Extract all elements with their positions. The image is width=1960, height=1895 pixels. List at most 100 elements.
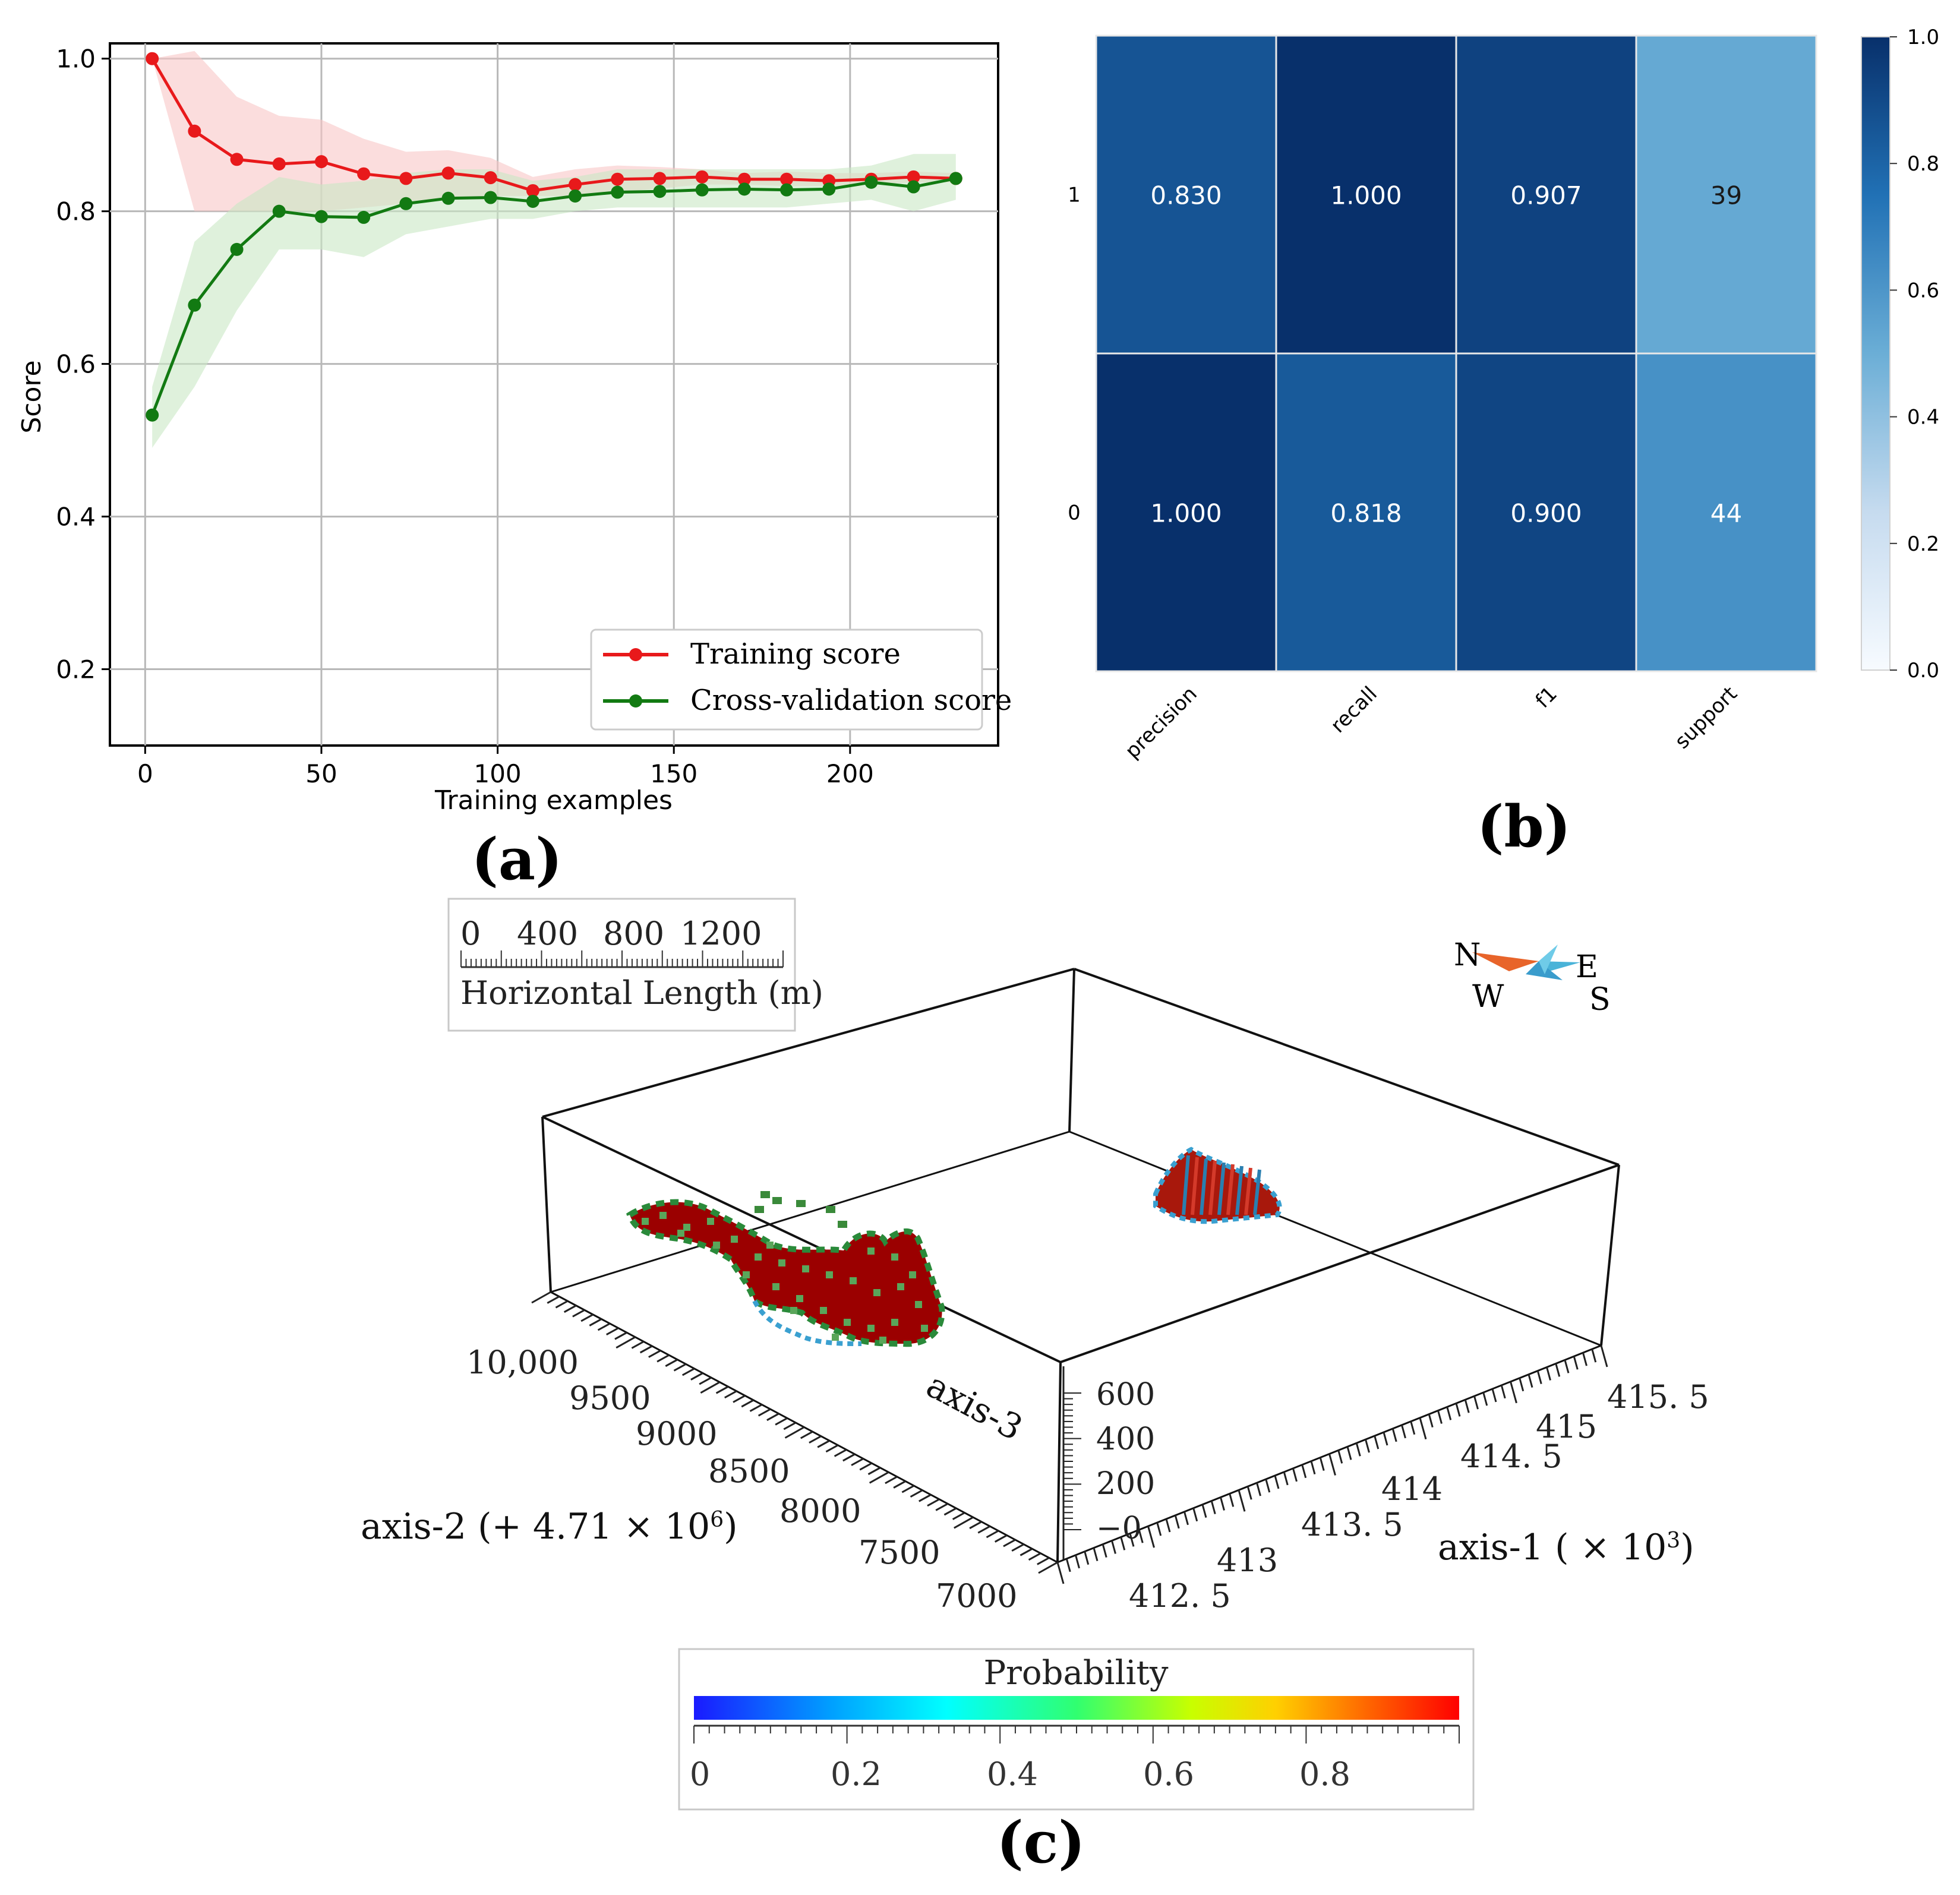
colorbar-tick-label: 0.4 (1907, 406, 1939, 429)
bounding-box (541, 968, 1620, 1564)
ore-stripe (1226, 1164, 1235, 1215)
axis-1-minor-tick (1301, 1464, 1307, 1479)
ore-speckle (891, 1253, 898, 1261)
legend-cv-label: Cross-validation score (690, 684, 1012, 717)
axis-1-minor-tick (1428, 1414, 1434, 1427)
axis-1-minor-tick (1111, 1540, 1116, 1554)
axis-1-minor-tick (1510, 1381, 1517, 1404)
series-0-point (272, 157, 286, 170)
x-tick-label: 100 (474, 759, 521, 788)
ore-fragment (838, 1221, 847, 1228)
series-0-point (780, 172, 794, 186)
ore-body-west (626, 1191, 945, 1347)
ore-body-west-shape (626, 1199, 945, 1347)
probability-tick-label: 0.8 (1299, 1755, 1350, 1793)
axis-1-minor-tick (1564, 1359, 1570, 1373)
axis-1-minor-tick (1138, 1529, 1144, 1543)
axis-1-minor-tick (1473, 1395, 1479, 1410)
probability-gradient (694, 1696, 1459, 1720)
axis-2-minor-tick (572, 1309, 585, 1318)
heatmap-cell (1455, 352, 1637, 672)
axis-2-tick-label: 7000 (936, 1577, 1017, 1615)
box-edge-front-vertical (1056, 1362, 1062, 1563)
heatmap-value: 0.900 (1510, 499, 1582, 528)
axis-2-minor-tick (809, 1435, 822, 1444)
ore-stripe (1208, 1160, 1217, 1215)
ore-stripe (1217, 1162, 1226, 1215)
axis-2-label: axis-2 (+ 4.71 × 106) (361, 1506, 738, 1547)
axis-2-minor-tick (1011, 1543, 1024, 1552)
series-1-point (526, 194, 539, 208)
heatmap-value: 44 (1710, 499, 1742, 528)
heatmap-value: 1.000 (1150, 499, 1222, 528)
axis-2-minor-tick (952, 1512, 965, 1520)
axis-2-minor-tick (657, 1354, 670, 1363)
ore-speckle (826, 1271, 833, 1278)
axis-2-minor-tick (715, 1385, 729, 1394)
axis-1-minor-tick (1437, 1410, 1443, 1424)
axis-2-minor-tick (589, 1318, 602, 1326)
probability-tick-label: 0.6 (1143, 1755, 1194, 1793)
y-axis-label: Score (17, 360, 47, 433)
axis-2-minor-tick (1020, 1547, 1033, 1556)
compass-s: S (1589, 982, 1611, 1018)
series-1-point (737, 182, 751, 196)
series-1-point (569, 189, 582, 203)
ore-stripe (1253, 1169, 1261, 1215)
panel-label-a: (a) (471, 826, 562, 893)
series-0-point (399, 172, 413, 185)
series-1-point (780, 183, 794, 197)
y-tick-label: 1.0 (56, 45, 96, 74)
axis-1-minor-tick (1210, 1501, 1216, 1514)
axis-2-minor-tick (851, 1458, 864, 1466)
axis-2-minor-tick (784, 1426, 805, 1439)
axis-2-minor-tick (817, 1439, 830, 1448)
series-1-point (822, 182, 836, 196)
series-1-point (272, 204, 286, 218)
axis-1-tick-label: 414 (1381, 1470, 1443, 1508)
series-1-point (188, 298, 201, 312)
colorbar-tick-label: 0.0 (1907, 659, 1939, 683)
series-1-point (230, 242, 244, 256)
ore-speckle (743, 1271, 750, 1278)
colorbar-tick-label: 0.8 (1907, 152, 1939, 176)
axis-1-minor-tick (1573, 1356, 1579, 1370)
ore-speckle (891, 1319, 898, 1326)
axis-1-minor-tick (1383, 1432, 1388, 1446)
axis-1-minor-tick (1401, 1425, 1406, 1439)
scale-tick-label: 0 (460, 915, 481, 952)
ore-speckle (778, 1259, 785, 1267)
box-edge-top-front-right (1060, 1164, 1620, 1363)
axis-1-minor-tick (1056, 1562, 1065, 1584)
axis-1-minor-tick (1065, 1558, 1071, 1572)
axis-2-minor-tick (969, 1521, 982, 1530)
column-label: recall (1326, 682, 1382, 738)
axis-3-tick-label: 600 (1096, 1377, 1155, 1413)
box-edge-top-right (1074, 968, 1620, 1166)
axis-1-minor-tick (1582, 1352, 1587, 1366)
series-line-1 (150, 176, 957, 416)
axis-1-minor-tick (1265, 1479, 1271, 1493)
ore-fragment (772, 1197, 782, 1204)
axis-1-minor-tick (1355, 1442, 1361, 1457)
axis-2-minor-tick (700, 1381, 721, 1394)
axis-2-minor-tick (1038, 1561, 1058, 1574)
axis-2-minor-tick (927, 1498, 940, 1507)
ore-speckle (659, 1212, 667, 1219)
ore-speckle (909, 1271, 916, 1278)
axis-2-minor-tick (1003, 1539, 1016, 1547)
ore-stripe (1235, 1166, 1243, 1215)
ore-speckle (832, 1334, 839, 1341)
axis-1-minor-tick (1156, 1522, 1162, 1536)
axis-1-minor-tick (1129, 1533, 1135, 1547)
series-0-point (314, 155, 328, 169)
axis-1-minor-tick (1464, 1399, 1470, 1413)
axis-2-minor-tick (901, 1485, 915, 1493)
axis-2-minor-tick (614, 1331, 627, 1340)
y-tick-label: 0.4 (56, 503, 96, 532)
axis-2-minor-tick (986, 1530, 999, 1539)
axis-2-minor-tick (690, 1372, 703, 1381)
column-label: support (1670, 682, 1742, 754)
box-edge-back-right (1068, 968, 1075, 1132)
